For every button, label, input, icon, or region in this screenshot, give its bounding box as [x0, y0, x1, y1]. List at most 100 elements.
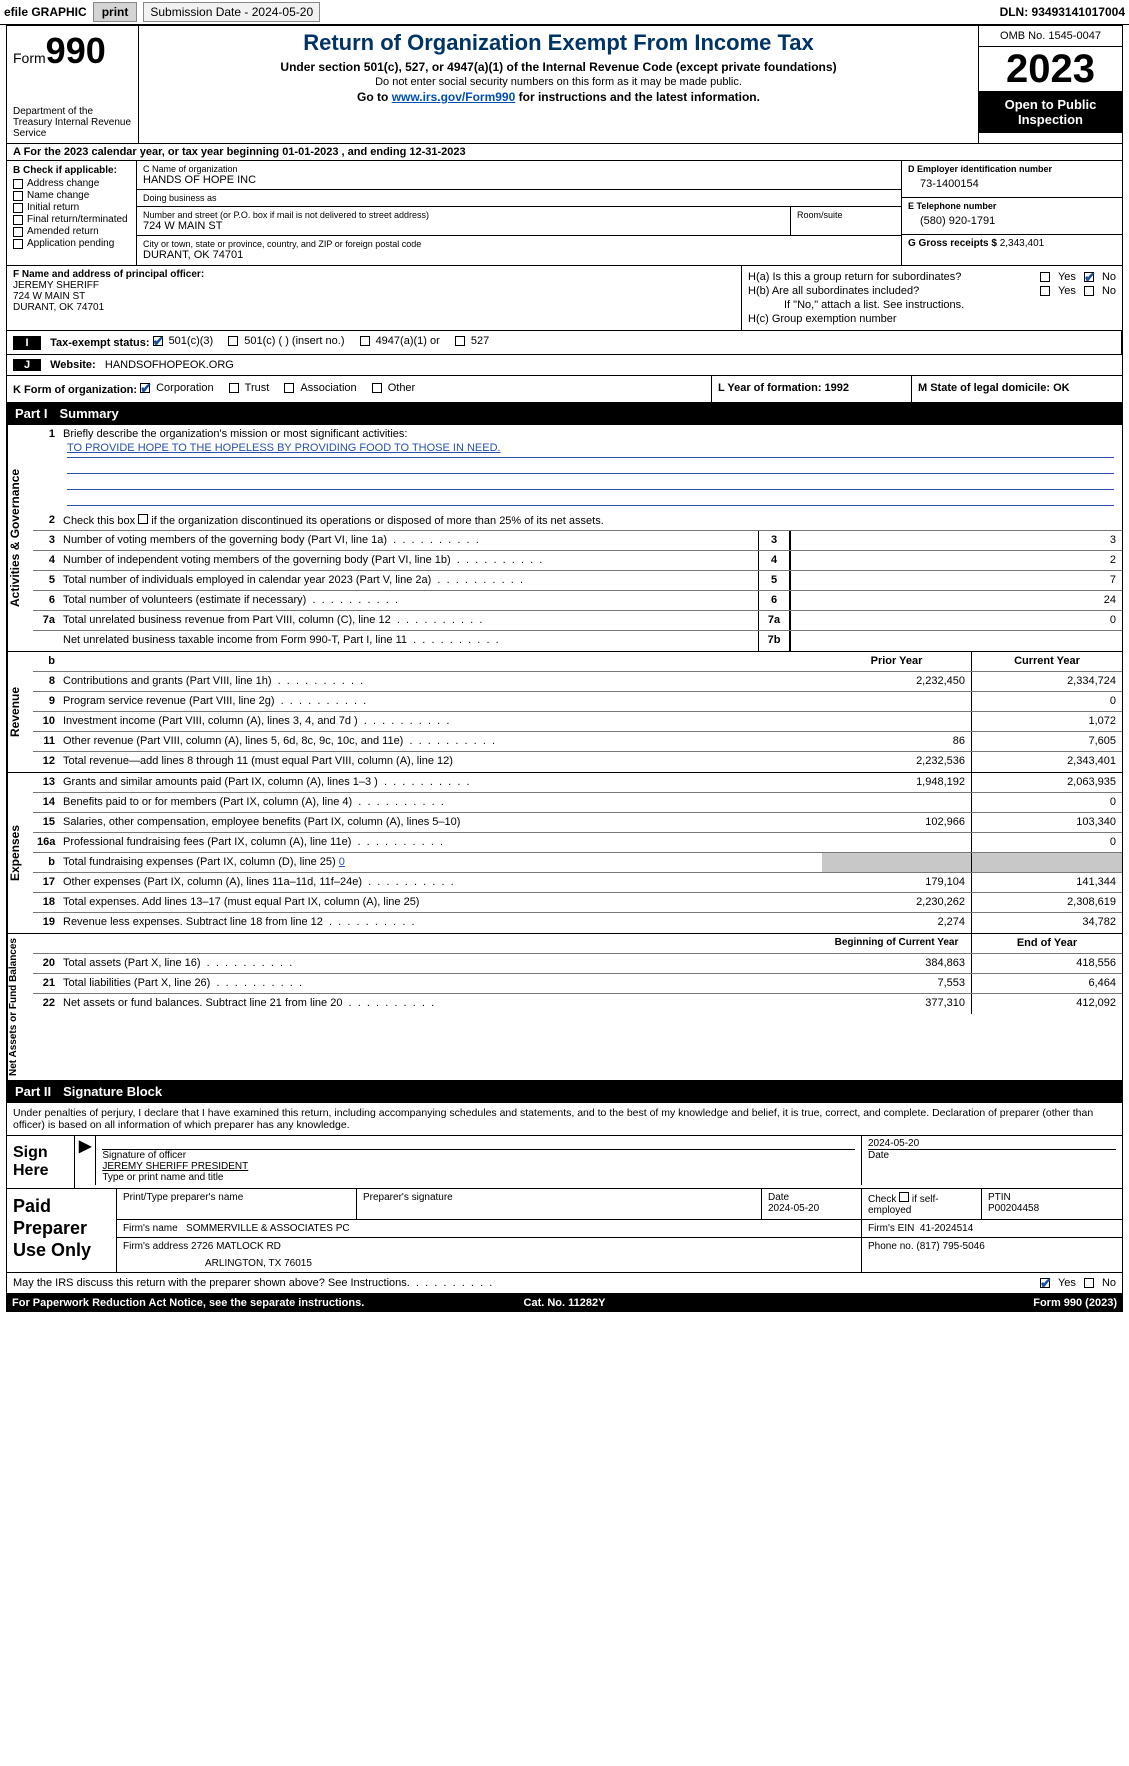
line3-value: 3 [790, 531, 1122, 550]
l9-py [822, 692, 972, 711]
website-row: J Website: HANDSOFHOPEOK.ORG [7, 355, 1122, 375]
sign-here-label: Sign Here [7, 1136, 75, 1188]
irs-discuss-row: May the IRS discuss this return with the… [6, 1273, 1123, 1294]
preparer-name-field: Print/Type preparer's name [117, 1189, 357, 1219]
discontinued-checkbox[interactable] [138, 514, 148, 524]
beginning-year-header: Beginning of Current Year [822, 934, 972, 953]
ha-no-checkbox[interactable] [1084, 272, 1094, 282]
l20-beg: 384,863 [822, 954, 972, 973]
527-checkbox[interactable] [455, 336, 465, 346]
final-return-checkbox[interactable] [13, 215, 23, 225]
line7a-value: 0 [790, 611, 1122, 630]
form-title: Return of Organization Exempt From Incom… [147, 30, 970, 56]
officer-signature-line: Signature of officer JEREMY SHERIFF PRES… [96, 1136, 862, 1185]
tax-year-row: A For the 2023 calendar year, or tax yea… [6, 144, 1123, 161]
self-employed-checkbox[interactable] [899, 1192, 909, 1202]
address-change-checkbox[interactable] [13, 179, 23, 189]
form-id-box: Form990 Department of the Treasury Inter… [7, 26, 139, 143]
l15-cy: 103,340 [972, 813, 1122, 832]
l14-py [822, 793, 972, 812]
ptin-field: PTINP00204458 [982, 1189, 1122, 1219]
activities-governance-side: Activities & Governance [7, 425, 33, 651]
year-formation: L Year of formation: 1992 [712, 376, 912, 402]
efile-label: efile GRAPHIC [4, 5, 87, 19]
l8-cy: 2,334,724 [972, 672, 1122, 691]
dept-label: Department of the Treasury Internal Reve… [13, 106, 132, 139]
l8-py: 2,232,450 [822, 672, 972, 691]
4947-checkbox[interactable] [360, 336, 370, 346]
ein-field: D Employer identification number 73-1400… [902, 161, 1122, 198]
print-button[interactable]: print [93, 2, 138, 22]
form-of-org-row: K Form of organization: Corporation Trus… [7, 376, 712, 402]
l22-end: 412,092 [972, 994, 1122, 1014]
application-pending-checkbox[interactable] [13, 239, 23, 249]
room-suite-field: Room/suite [791, 207, 901, 235]
l10-cy: 1,072 [972, 712, 1122, 731]
irs-link[interactable]: www.irs.gov/Form990 [392, 90, 516, 104]
discuss-no-checkbox[interactable] [1084, 1278, 1094, 1288]
perjury-statement: Under penalties of perjury, I declare th… [6, 1103, 1123, 1136]
l14-cy: 0 [972, 793, 1122, 812]
association-checkbox[interactable] [284, 383, 294, 393]
gross-receipts-field: G Gross receipts $ 2,343,401 [902, 235, 1122, 265]
expenses-side: Expenses [7, 773, 33, 933]
firm-phone-field: Phone no. (817) 795-5046 [862, 1238, 1122, 1272]
tax-exempt-status-row: I Tax-exempt status: 501(c)(3) 501(c) ( … [7, 331, 1122, 354]
preparer-signature-field: Preparer's signature [357, 1189, 762, 1219]
paid-preparer-label: Paid Preparer Use Only [7, 1189, 117, 1272]
firm-name-field: Firm's name SOMMERVILLE & ASSOCIATES PC [117, 1220, 862, 1237]
501c-checkbox[interactable] [228, 336, 238, 346]
line5-value: 7 [790, 571, 1122, 590]
corporation-checkbox[interactable] [140, 383, 150, 393]
prior-year-header: Prior Year [822, 652, 972, 671]
checkbox-column-b: B Check if applicable: Address change Na… [7, 161, 137, 265]
arrow-icon: ▶ [75, 1136, 96, 1185]
l11-py: 86 [822, 732, 972, 751]
form-title-area: Return of Organization Exempt From Incom… [139, 26, 978, 143]
l16b-cy [972, 853, 1122, 872]
dln-number: DLN: 93493141017004 [1000, 5, 1125, 19]
ha-yes-checkbox[interactable] [1040, 272, 1050, 282]
l16a-cy: 0 [972, 833, 1122, 852]
l10-py [822, 712, 972, 731]
l17-py: 179,104 [822, 873, 972, 892]
hb-no-checkbox[interactable] [1084, 286, 1094, 296]
trust-checkbox[interactable] [229, 383, 239, 393]
hb-yes-checkbox[interactable] [1040, 286, 1050, 296]
state-domicile: M State of legal domicile: OK [912, 376, 1122, 402]
l12-cy: 2,343,401 [972, 752, 1122, 772]
line7b-value [790, 631, 1122, 651]
other-checkbox[interactable] [372, 383, 382, 393]
firm-ein-field: Firm's EIN 41-2024514 [862, 1220, 1122, 1237]
l18-cy: 2,308,619 [972, 893, 1122, 912]
amended-return-checkbox[interactable] [13, 227, 23, 237]
org-name-field: C Name of organization HANDS OF HOPE INC [137, 161, 901, 190]
submission-date: Submission Date - 2024-05-20 [143, 2, 320, 22]
l18-py: 2,230,262 [822, 893, 972, 912]
current-year-header: Current Year [972, 652, 1122, 671]
dba-field: Doing business as [137, 190, 901, 207]
principal-officer-field: F Name and address of principal officer:… [7, 266, 742, 330]
footer-bar: For Paperwork Reduction Act Notice, see … [6, 1294, 1123, 1312]
discuss-yes-checkbox[interactable] [1040, 1278, 1050, 1288]
preparer-date-field: Date2024-05-20 [762, 1189, 862, 1219]
l12-py: 2,232,536 [822, 752, 972, 772]
l11-cy: 7,605 [972, 732, 1122, 751]
l16b-py [822, 853, 972, 872]
l19-py: 2,274 [822, 913, 972, 933]
l16a-py [822, 833, 972, 852]
l21-beg: 7,553 [822, 974, 972, 993]
signature-date: 2024-05-20 Date [862, 1136, 1122, 1185]
l13-cy: 2,063,935 [972, 773, 1122, 792]
l19-cy: 34,782 [972, 913, 1122, 933]
end-year-header: End of Year [972, 934, 1122, 953]
l13-py: 1,948,192 [822, 773, 972, 792]
initial-return-checkbox[interactable] [13, 203, 23, 213]
l9-cy: 0 [972, 692, 1122, 711]
l22-beg: 377,310 [822, 994, 972, 1014]
self-employed-field: Check if self-employed [862, 1189, 982, 1219]
501c3-checkbox[interactable] [153, 336, 163, 346]
phone-field: E Telephone number (580) 920-1791 [902, 198, 1122, 235]
name-change-checkbox[interactable] [13, 191, 23, 201]
l17-cy: 141,344 [972, 873, 1122, 892]
